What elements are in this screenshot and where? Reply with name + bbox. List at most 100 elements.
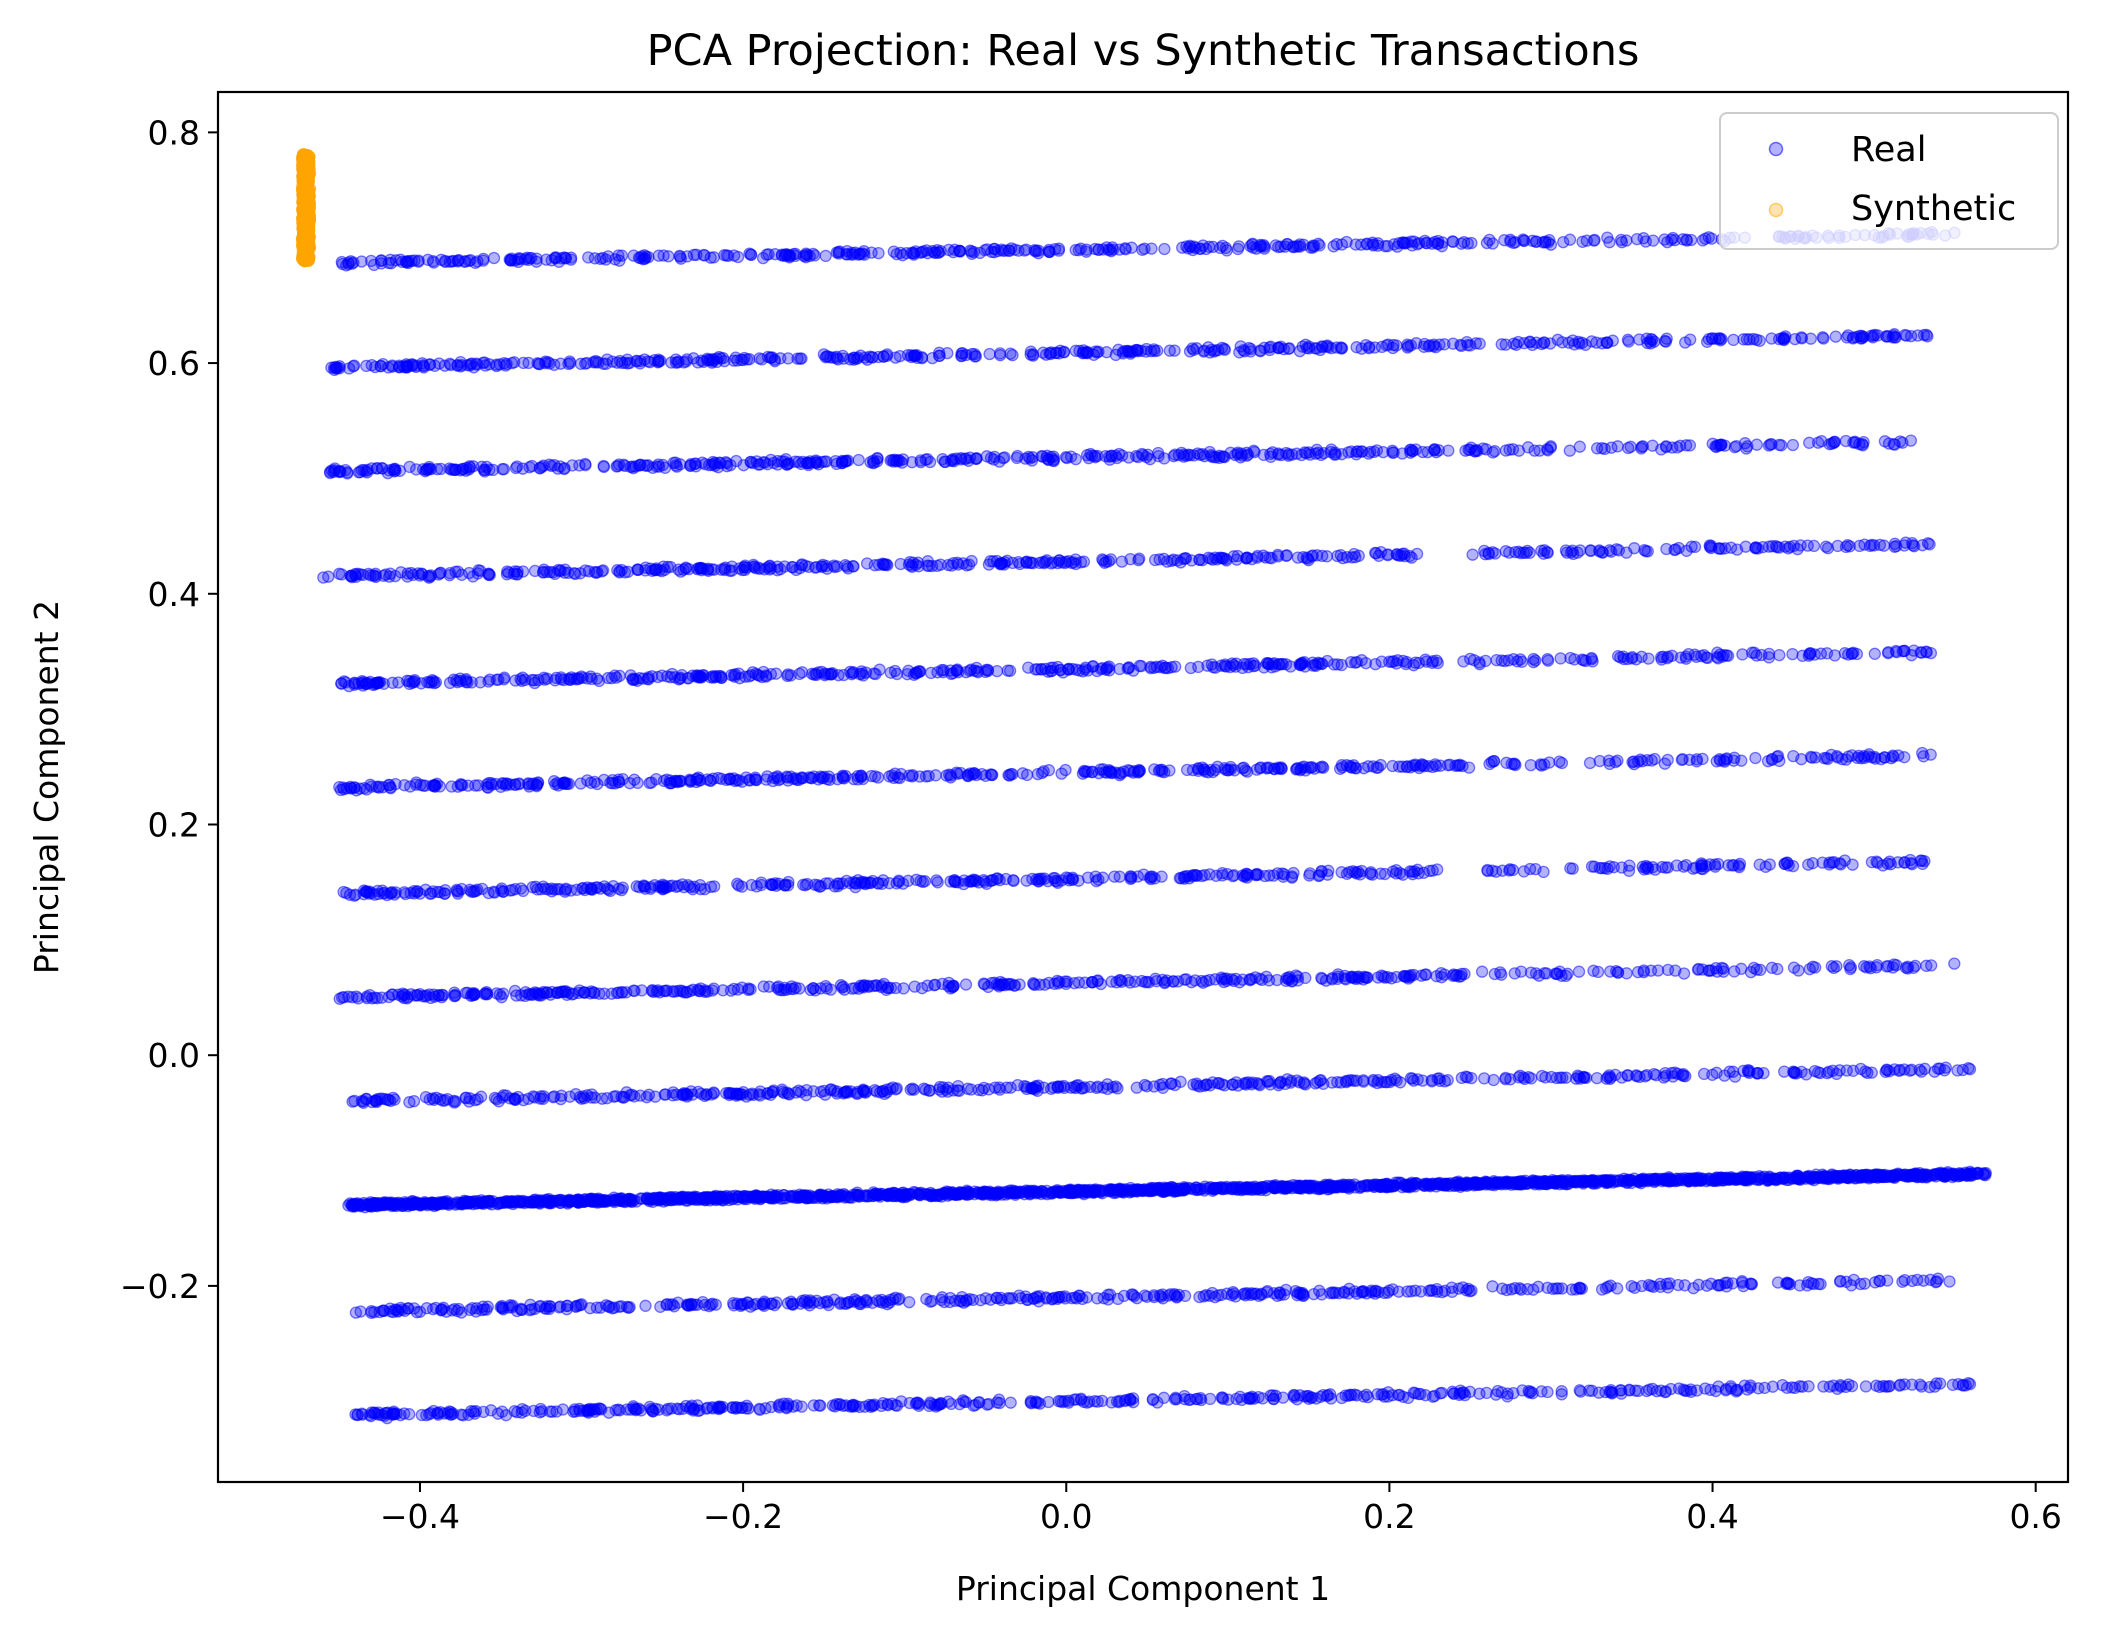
real-point [438, 887, 451, 900]
real-point [1231, 446, 1244, 459]
real-point [1203, 868, 1216, 881]
real-point [975, 767, 989, 781]
real-point [360, 359, 373, 373]
real-point [480, 778, 494, 791]
real-point [994, 349, 1007, 362]
real-point [910, 348, 923, 362]
real-point [696, 562, 710, 575]
real-point [1916, 857, 1929, 871]
real-point [1572, 1070, 1585, 1084]
real-point [631, 674, 644, 687]
real-point [1733, 857, 1747, 871]
real-point [1230, 553, 1243, 566]
real-point [1381, 548, 1394, 562]
real-point [1833, 1064, 1846, 1077]
real-point [1620, 546, 1633, 559]
real-point [1251, 549, 1264, 563]
real-point [1518, 234, 1531, 248]
real-point [1260, 761, 1274, 774]
real-point [1637, 863, 1651, 876]
real-point [951, 1079, 965, 1093]
real-point [1420, 237, 1433, 250]
real-point [355, 255, 368, 268]
real-point [1454, 338, 1467, 352]
real-point [932, 246, 946, 259]
real-point [947, 979, 960, 993]
real-point [707, 982, 720, 995]
real-point [642, 1088, 656, 1101]
real-point [638, 252, 652, 265]
real-point [1688, 648, 1701, 661]
real-point [1153, 553, 1166, 566]
real-point [1677, 967, 1691, 980]
real-point [505, 252, 518, 265]
real-point [642, 673, 655, 686]
real-point [610, 986, 624, 1000]
real-point [1335, 341, 1349, 355]
real-point [731, 250, 745, 264]
real-point [1794, 539, 1807, 552]
real-point [1432, 444, 1446, 457]
real-point [918, 875, 932, 888]
real-point [1621, 1069, 1634, 1082]
real-point [929, 769, 942, 782]
real-point [1269, 239, 1282, 252]
real-point [1522, 1071, 1535, 1084]
real-point [1743, 1066, 1756, 1080]
real-point [1727, 333, 1740, 347]
real-point [1676, 753, 1689, 766]
real-point [781, 1086, 794, 1099]
real-point [360, 783, 373, 796]
real-point [1839, 540, 1853, 554]
real-point [1272, 658, 1286, 671]
real-point [960, 559, 973, 572]
real-point [1859, 1065, 1872, 1078]
real-point [581, 774, 594, 787]
real-point [512, 255, 525, 269]
real-point [1860, 961, 1873, 974]
real-point [1136, 449, 1150, 462]
real-point [609, 777, 622, 790]
real-point [333, 992, 346, 1005]
real-point [443, 676, 457, 690]
real-point [1564, 862, 1577, 875]
real-point [1878, 435, 1892, 448]
real-point [376, 884, 389, 897]
real-point [628, 1090, 641, 1103]
real-point [530, 778, 543, 791]
real-point [1229, 972, 1242, 986]
real-point [920, 244, 933, 257]
real-point [1051, 1081, 1064, 1094]
real-point [707, 1086, 720, 1099]
real-point [1426, 864, 1439, 877]
real-point [958, 452, 971, 465]
real-point [1279, 549, 1293, 562]
real-point [451, 254, 465, 267]
real-point [1915, 1065, 1928, 1078]
real-point [1168, 344, 1181, 357]
real-point [1335, 866, 1348, 879]
real-point [1847, 646, 1860, 659]
real-point [1003, 664, 1017, 677]
real-point [893, 349, 907, 363]
real-point [1815, 435, 1828, 448]
real-point [1275, 448, 1288, 462]
real-point [1277, 342, 1291, 356]
real-point [1626, 651, 1639, 664]
real-point [1908, 540, 1921, 553]
real-point [753, 458, 767, 471]
real-point [608, 669, 621, 682]
real-point [1345, 761, 1359, 774]
real-point [1427, 340, 1440, 353]
real-point [1303, 869, 1316, 882]
real-point [816, 771, 830, 785]
real-point [887, 245, 900, 258]
real-point [1603, 236, 1616, 249]
real-point [1227, 869, 1241, 882]
real-point [837, 980, 850, 993]
real-point [1670, 859, 1683, 872]
real-point [1402, 340, 1415, 353]
real-point [1661, 650, 1675, 663]
real-point [1048, 243, 1062, 256]
real-point [674, 671, 687, 684]
